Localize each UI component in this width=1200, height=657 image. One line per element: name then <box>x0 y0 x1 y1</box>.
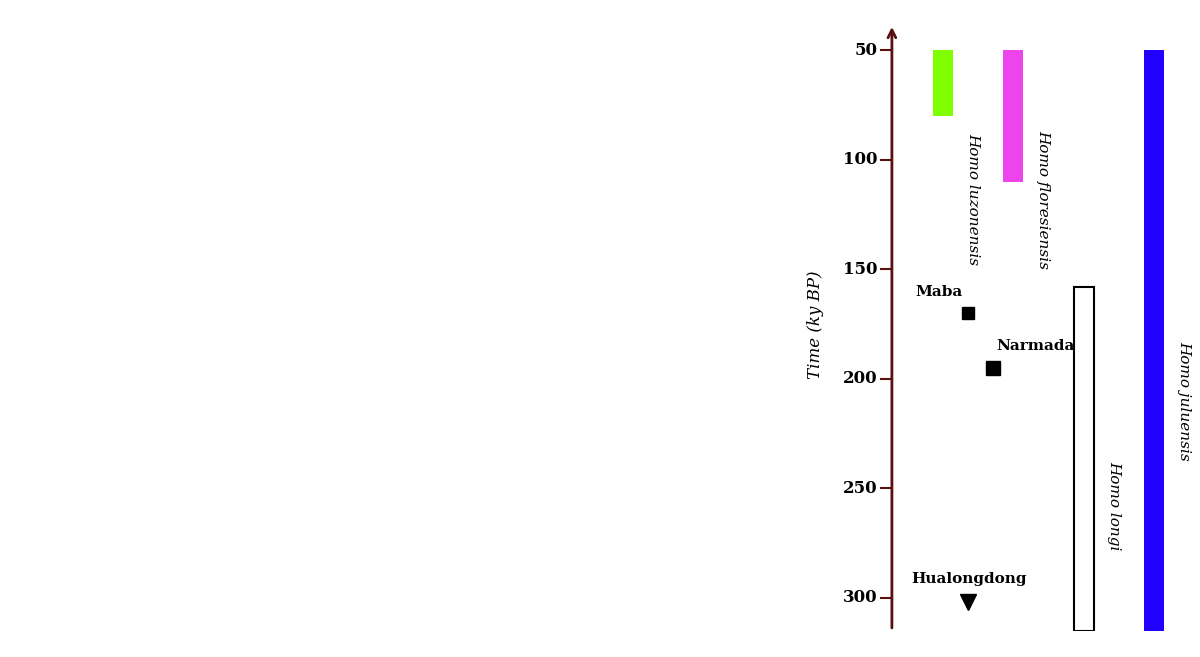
Bar <box>932 51 953 116</box>
Text: Hualongdong: Hualongdong <box>912 572 1027 585</box>
Bar <box>1003 51 1024 182</box>
Text: Homo floresiensis: Homo floresiensis <box>1037 130 1050 269</box>
Text: Homo luzonensis: Homo luzonensis <box>967 133 980 265</box>
Text: Narmada: Narmada <box>996 340 1075 353</box>
Text: 300: 300 <box>844 589 878 606</box>
Text: 150: 150 <box>844 261 878 278</box>
Text: 200: 200 <box>844 371 878 388</box>
Bar <box>1145 51 1164 657</box>
Text: Maba: Maba <box>916 284 964 299</box>
Text: 250: 250 <box>844 480 878 497</box>
Text: Time (ky BP): Time (ky BP) <box>808 271 824 380</box>
Text: 100: 100 <box>844 151 878 168</box>
Text: Homo juluensis: Homo juluensis <box>1177 341 1192 461</box>
Bar <box>1074 287 1093 631</box>
Text: 50: 50 <box>854 42 878 59</box>
Text: Homo longi: Homo longi <box>1108 461 1121 551</box>
